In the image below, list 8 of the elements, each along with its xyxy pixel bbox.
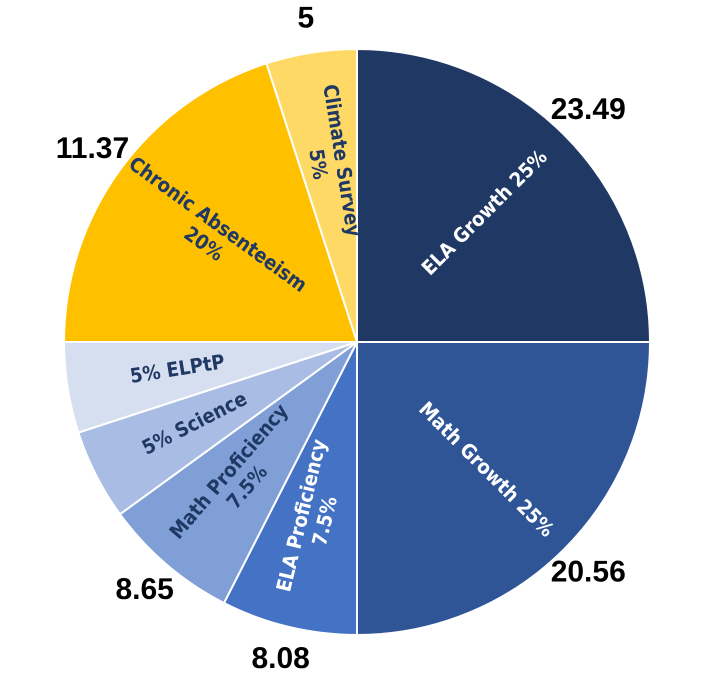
text: 20.56 <box>550 555 626 588</box>
text: 23.49 <box>550 93 626 126</box>
slice-label: 5% ELPtP <box>128 349 226 388</box>
text: 8.65 <box>115 572 174 606</box>
text: 11.37 <box>56 132 130 166</box>
slice-label: Climate Survey 5% <box>304 82 366 239</box>
text: 5 <box>298 1 314 34</box>
text: 8.08 <box>251 642 310 676</box>
